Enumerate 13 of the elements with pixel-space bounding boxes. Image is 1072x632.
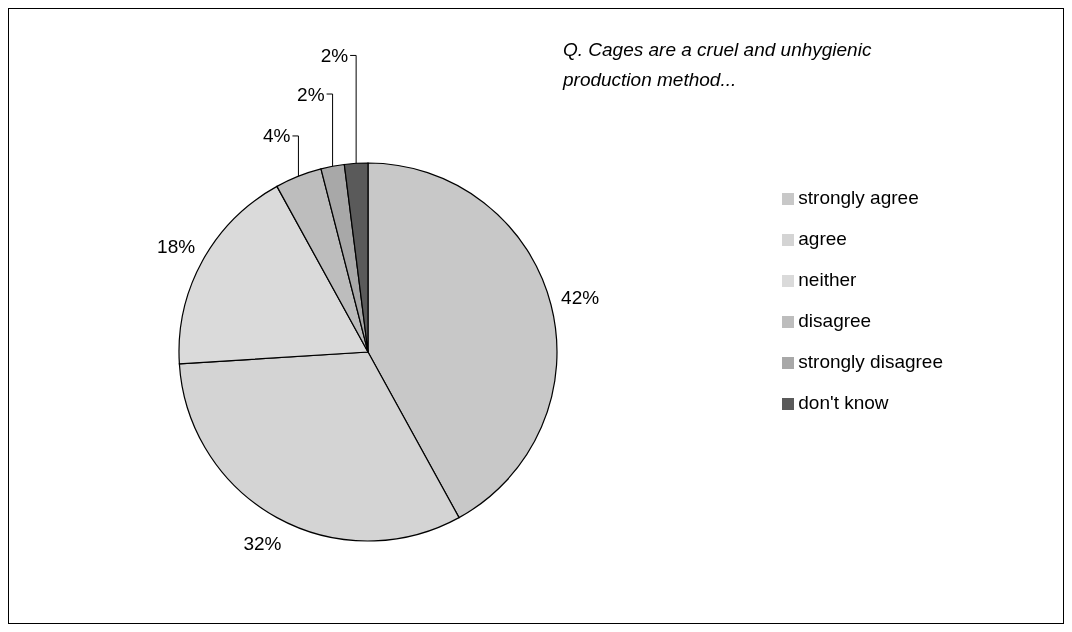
chart-title: Q. Cages are a cruel and unhygienic production method... bbox=[563, 38, 873, 92]
legend-label: strongly agree bbox=[798, 187, 919, 208]
data-label: 2% bbox=[297, 83, 325, 105]
legend-label: agree bbox=[798, 228, 847, 249]
legend-label: strongly disagree bbox=[798, 351, 943, 372]
data-label: 42% bbox=[561, 287, 600, 309]
legend-label: don't know bbox=[798, 392, 889, 413]
data-label: 32% bbox=[243, 533, 282, 555]
data-label: 18% bbox=[157, 236, 196, 257]
legend-label: disagree bbox=[798, 310, 872, 331]
legend-label: neither bbox=[798, 269, 857, 290]
data-label: 4% bbox=[262, 125, 291, 147]
data-label: 2% bbox=[320, 44, 349, 66]
